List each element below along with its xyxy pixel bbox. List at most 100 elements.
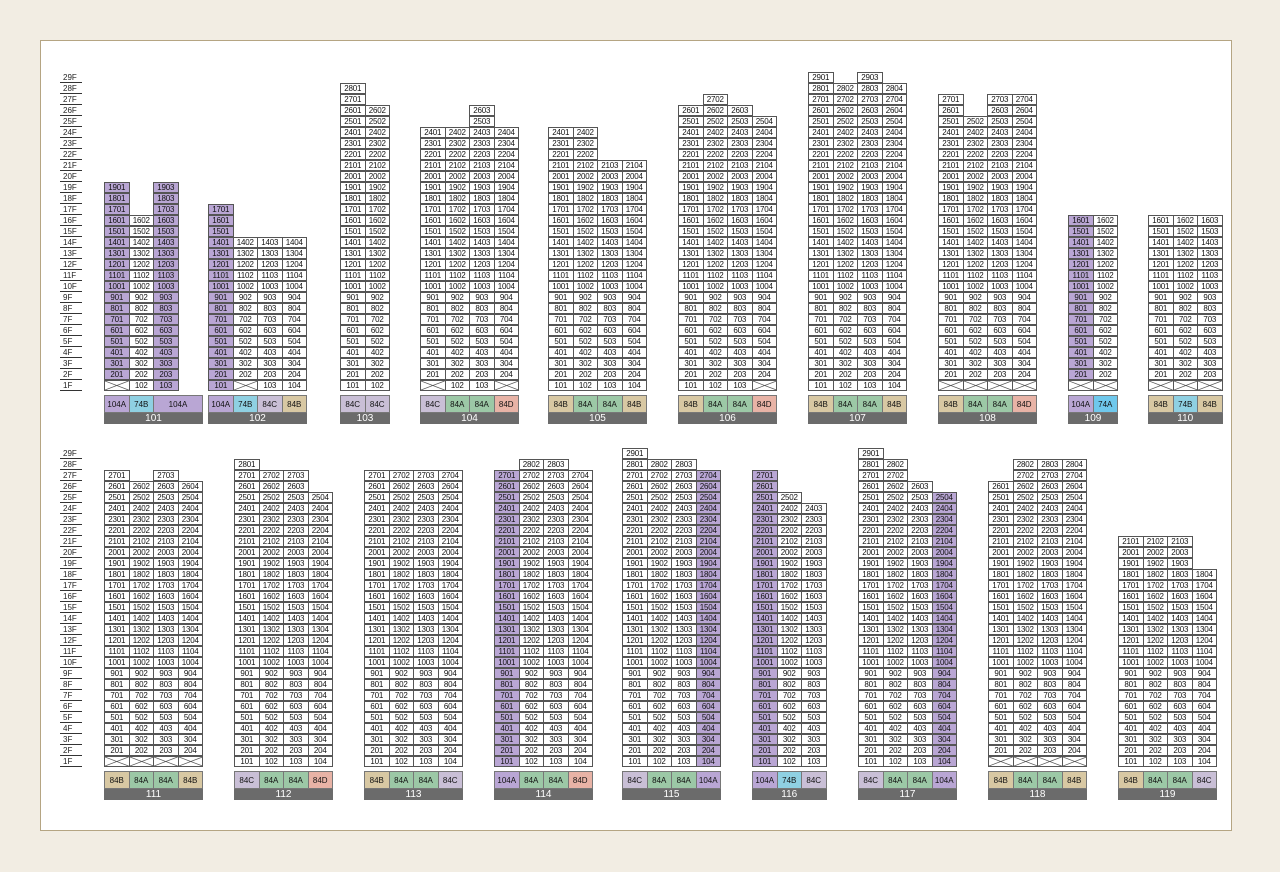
- unit-cell[interactable]: 402: [128, 723, 154, 734]
- unit-cell[interactable]: 2001: [678, 171, 704, 182]
- unit-cell[interactable]: 1602: [962, 215, 988, 226]
- unit-cell[interactable]: 1704: [1191, 580, 1217, 591]
- unit-cell[interactable]: 702: [1172, 314, 1198, 325]
- unit-cell[interactable]: 1601: [622, 591, 648, 602]
- unit-cell[interactable]: 1302: [1092, 248, 1118, 259]
- unit-cell[interactable]: 1401: [104, 613, 130, 624]
- unit-cell[interactable]: 103: [671, 756, 697, 767]
- unit-cell[interactable]: 703: [413, 690, 439, 701]
- unit-cell[interactable]: 2504: [1061, 492, 1087, 503]
- unit-cell[interactable]: 303: [283, 734, 309, 745]
- unit-cell[interactable]: 2501: [678, 116, 704, 127]
- unit-cell[interactable]: 1304: [281, 248, 307, 259]
- unit-cell[interactable]: 603: [153, 701, 179, 712]
- unit-cell[interactable]: 402: [702, 347, 728, 358]
- unit-cell[interactable]: 1001: [1118, 657, 1144, 668]
- unit-cell[interactable]: 1202: [702, 259, 728, 270]
- unit-cell[interactable]: 703: [153, 314, 179, 325]
- unit-cell[interactable]: 2404: [751, 127, 777, 138]
- unit-cell[interactable]: 1404: [281, 237, 307, 248]
- unit-cell[interactable]: 802: [572, 303, 598, 314]
- unit-cell[interactable]: 501: [340, 336, 366, 347]
- unit-cell[interactable]: 1002: [882, 657, 908, 668]
- unit-cell[interactable]: 201: [678, 369, 704, 380]
- unit-cell[interactable]: 2002: [1142, 547, 1168, 558]
- building-number[interactable]: 112: [234, 789, 333, 800]
- unit-cell[interactable]: 2604: [177, 481, 203, 492]
- unit-cell[interactable]: 1501: [364, 602, 390, 613]
- unit-cell[interactable]: 403: [1197, 347, 1223, 358]
- unit-cell[interactable]: 702: [776, 690, 802, 701]
- unit-cell[interactable]: 2702: [518, 470, 544, 481]
- unit-cell[interactable]: 504: [931, 712, 957, 723]
- unit-cell[interactable]: 901: [622, 668, 648, 679]
- unit-cell[interactable]: 2502: [962, 116, 988, 127]
- unit-cell[interactable]: 1104: [1011, 270, 1037, 281]
- unit-cell[interactable]: 1901: [1118, 558, 1144, 569]
- unit-cell[interactable]: 904: [1191, 668, 1217, 679]
- unit-cell[interactable]: 2404: [881, 127, 907, 138]
- building-number[interactable]: 119: [1118, 789, 1217, 800]
- unit-cell[interactable]: 303: [153, 358, 179, 369]
- unit-cell[interactable]: 702: [232, 314, 258, 325]
- unit-cell[interactable]: 702: [128, 314, 154, 325]
- unit-cell[interactable]: 2302: [702, 138, 728, 149]
- unit-cell[interactable]: 2402: [518, 503, 544, 514]
- unit-cell[interactable]: 601: [988, 701, 1014, 712]
- unit-cell[interactable]: 1601: [208, 215, 234, 226]
- unit-cell[interactable]: 1604: [437, 591, 463, 602]
- unit-cell[interactable]: 901: [104, 668, 130, 679]
- unit-cell[interactable]: 503: [857, 336, 883, 347]
- unit-cell[interactable]: 2302: [832, 138, 858, 149]
- unit-cell[interactable]: 304: [931, 734, 957, 745]
- unit-cell[interactable]: 601: [364, 701, 390, 712]
- unit-cell[interactable]: 1201: [678, 259, 704, 270]
- unit-cell[interactable]: 1304: [307, 624, 333, 635]
- unit-cell[interactable]: 1002: [128, 657, 154, 668]
- unit-cell[interactable]: 701: [420, 314, 446, 325]
- unit-cell[interactable]: 1303: [857, 248, 883, 259]
- unit-cell[interactable]: 2703: [413, 470, 439, 481]
- unit-cell[interactable]: 1801: [494, 569, 520, 580]
- unit-cell[interactable]: 1901: [340, 182, 366, 193]
- unit-cell[interactable]: 504: [1011, 336, 1037, 347]
- unit-cell[interactable]: 1702: [882, 580, 908, 591]
- unit-cell[interactable]: 1804: [567, 569, 593, 580]
- unit-cell[interactable]: 2303: [727, 138, 753, 149]
- unit-cell[interactable]: 1204: [1191, 635, 1217, 646]
- unit-cell[interactable]: 1703: [1037, 580, 1063, 591]
- unit-cell[interactable]: 1503: [1167, 602, 1193, 613]
- unit-cell[interactable]: 1704: [881, 204, 907, 215]
- unit-cell[interactable]: 2701: [622, 470, 648, 481]
- unit-cell[interactable]: 102: [518, 756, 544, 767]
- unit-cell[interactable]: 2201: [494, 525, 520, 536]
- unit-cell[interactable]: 501: [808, 336, 834, 347]
- unit-cell[interactable]: 1604: [1011, 215, 1037, 226]
- unit-cell[interactable]: 1301: [1068, 248, 1094, 259]
- unit-cell[interactable]: 802: [882, 679, 908, 690]
- unit-cell[interactable]: 2804: [881, 83, 907, 94]
- unit-cell[interactable]: 1603: [597, 215, 623, 226]
- unit-cell[interactable]: 1704: [493, 204, 519, 215]
- unit-cell[interactable]: 1202: [646, 635, 672, 646]
- unit-cell[interactable]: 2001: [752, 547, 778, 558]
- unit-cell[interactable]: 202: [1012, 745, 1038, 756]
- unit-cell[interactable]: 1701: [988, 580, 1014, 591]
- unit-cell[interactable]: 1901: [808, 182, 834, 193]
- unit-cell[interactable]: 203: [257, 369, 283, 380]
- unit-cell[interactable]: 1302: [572, 248, 598, 259]
- unit-cell[interactable]: 1104: [567, 646, 593, 657]
- unit-cell[interactable]: 1904: [437, 558, 463, 569]
- unit-cell[interactable]: 603: [543, 701, 569, 712]
- unit-cell[interactable]: 1903: [857, 182, 883, 193]
- unit-cell[interactable]: 1904: [621, 182, 647, 193]
- unit-cell[interactable]: 1201: [420, 259, 446, 270]
- unit-cell[interactable]: 1404: [567, 613, 593, 624]
- unit-cell[interactable]: 603: [597, 325, 623, 336]
- unit-cell[interactable]: 1301: [1148, 248, 1174, 259]
- unit-cell[interactable]: 1102: [1142, 646, 1168, 657]
- unit-cell[interactable]: 2101: [494, 536, 520, 547]
- unit-cell[interactable]: 1704: [1011, 204, 1037, 215]
- unit-cell[interactable]: 2302: [388, 514, 414, 525]
- unit-cell[interactable]: 2502: [646, 492, 672, 503]
